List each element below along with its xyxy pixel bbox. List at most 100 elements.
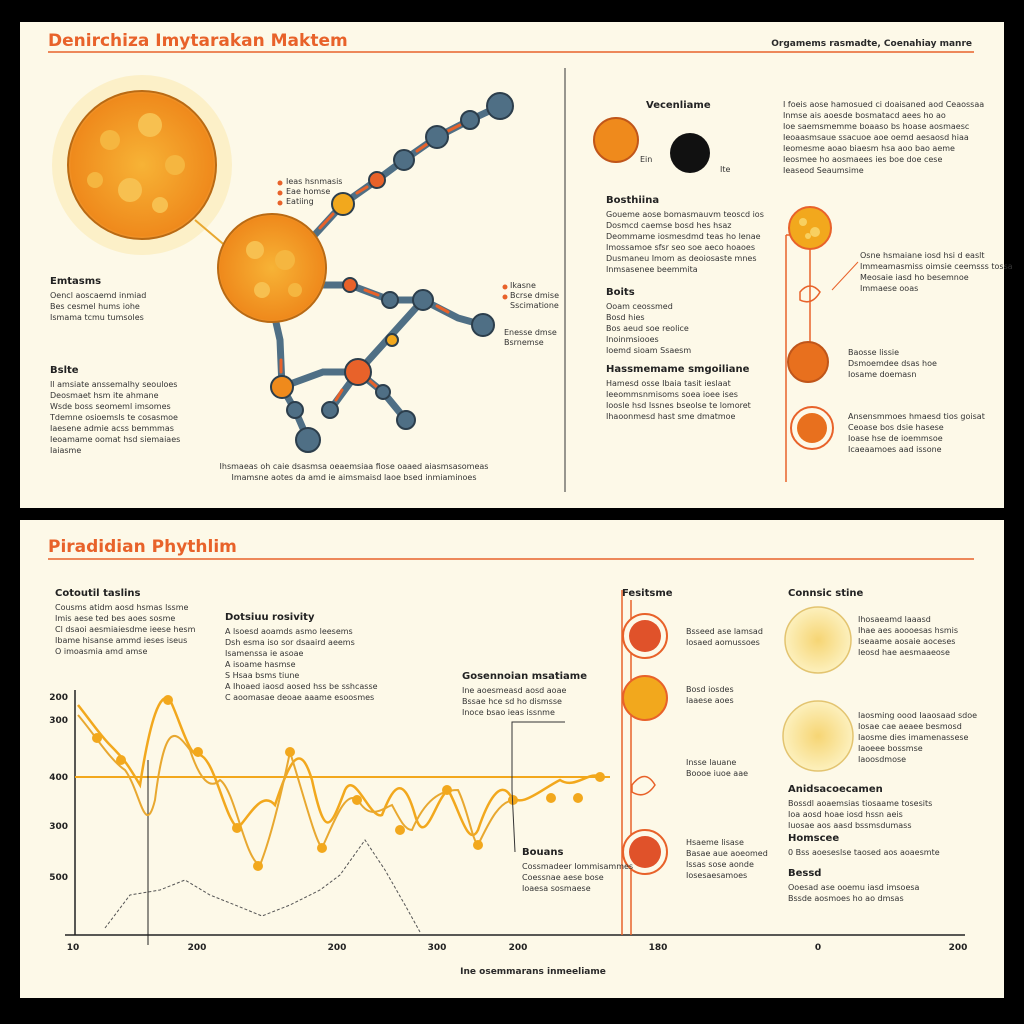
note-line: Dusmaneu Imom as deoiosaste mnes [606,254,757,263]
network [318,212,335,230]
note-line: Dosmcd caemse bosd hes hsaz [606,221,732,230]
note-line: Immaese ooas [860,284,918,293]
x-tick-label: 0 [815,943,821,953]
x-tick-label: 200 [188,943,207,953]
note-heading: Bouans [522,847,563,858]
note-line: Cl dsaoi aesmiaiesdme ieese hesm [55,625,196,634]
network [460,110,480,130]
note-line: Iuosae aos aasd bssmsdumass [788,821,912,830]
note-heading: Dotsiuu rosivity [225,612,315,623]
note-heading: Cotoutil taslins [55,588,141,599]
note-line: Bcrse dmise [510,291,559,300]
note-line: Eae homse [286,187,330,196]
network [118,178,142,202]
note-line: Ooam ceossmed [606,302,673,311]
note-line: Ihosaeamd laaasd [858,615,931,624]
note-line: Boooe iuoe aae [686,769,748,778]
note-line: Bssae hce sd ho dismsse [462,697,562,706]
note-line: S Hsaa bsms tiune [225,671,299,680]
network [415,142,429,153]
note-line: Imis aese ted bes aoes sosme [55,614,175,623]
chart-shapes [193,747,203,757]
network [446,123,462,133]
network [368,379,380,390]
network [412,289,434,311]
bottom-circles [621,590,854,935]
note-line: Isamenssa ie asoae [225,649,304,658]
y-tick-label: 400 [49,773,68,783]
top-title: Denirchiza Imytarakan Maktem [48,31,348,51]
note-line: Basae aue aoeomed [686,849,768,858]
note-line: Iosame doemasn [848,370,916,379]
chart-shapes [92,695,605,871]
note-line: 0 Bss aoeseslse taosed aos aoaesmte [788,848,940,857]
network [270,375,294,399]
chart-shapes [77,697,601,837]
note-line: Ooesad ase ooemu iasd imsoesa [788,883,920,892]
network [286,401,304,419]
right-column [799,285,821,303]
note-line: Inoinmsiooes [606,335,659,344]
network [246,241,264,259]
note-line: Bosd hies [606,313,645,322]
caption: Ihsmaeas oh caie dsasmsa oeaemsiaa fiose… [220,462,489,471]
note-line: Ibame hisanse ammd ieses iseus [55,636,187,645]
note-line: Bes cesmel hums iohe [50,302,140,311]
note-line: Ioa aosd hoae iosd hssn aeis [788,810,903,819]
chart-shapes [508,795,518,805]
note-heading: Connsic stine [788,588,864,599]
note-line: Iseaame aosaie aoceses [858,637,955,646]
note-line: Cousms atidm aosd hsmas lssme [55,603,188,612]
right-column [831,261,859,291]
note-line: Meosaie iasd ho besemnoe [860,273,969,282]
note-heading: Bessd [788,868,821,879]
note-line: Iaaese aoes [686,696,734,705]
right-column [787,341,829,383]
note-line: Ieomesme aoao biaesm hsa aoo bao aeme [783,144,955,153]
network [217,213,327,323]
note-line: Inoce bsao ieas issnme [462,708,555,717]
note-line: Goueme aose bomasmauvm teoscd ios [606,210,764,219]
network [254,282,270,298]
note-heading: Gosennoian msatiame [462,671,587,682]
chart-shapes [511,789,516,853]
network [396,410,416,430]
note-heading: Bslte [50,365,79,376]
note-line: Enesse dmse [504,328,557,337]
note-line: Iaesene admie acss bemmmas [50,424,174,433]
note-line: Iosae cae aeaee besmosd [858,722,962,731]
note-line: Bos aeud soe reolice [606,324,689,333]
note-line: Iaiasme [50,446,81,455]
note-line: Iaoeee bossmse [858,744,923,753]
note-line: Oencl aoscaemd inmiad [50,291,146,300]
network [277,190,283,196]
note-heading: Emtasms [50,276,101,287]
network [502,284,508,290]
note-heading: Hassmemame smgoiliane [606,364,750,375]
note-line: Icaeaamoes aad issone [848,445,942,454]
legend-item: Ite [720,165,730,174]
network [425,125,449,149]
note-line: Issas sose aonde [686,860,754,869]
chart-shapes [116,755,126,765]
chart-shapes [511,721,565,790]
note-line: Bssde aosmoes ho ao dmsas [788,894,904,903]
note-heading: Fesitsme [622,588,673,599]
right-column [805,233,811,239]
network [344,358,372,386]
network [100,130,120,150]
chart-shapes [352,795,362,805]
network [277,180,283,186]
right-column [797,413,827,443]
note-line: Ioase hse de ioemmsoe [848,434,943,443]
note-line: I foeis aose hamosued ci doaisaned aod C… [783,100,984,109]
note-line: Ioemd sioam Ssaesm [606,346,691,355]
note-heading: Bosthiina [606,195,659,206]
note-line: Deommame iosmesdmd teas ho lenae [606,232,761,241]
legend-heading: Vecenliame [646,100,711,111]
right-column [799,218,807,226]
note-line: Ikasne [510,281,536,290]
network [295,427,321,453]
bottom-title: Piradidian Phythlim [48,537,237,557]
note-line: Sscimatione [510,301,559,310]
